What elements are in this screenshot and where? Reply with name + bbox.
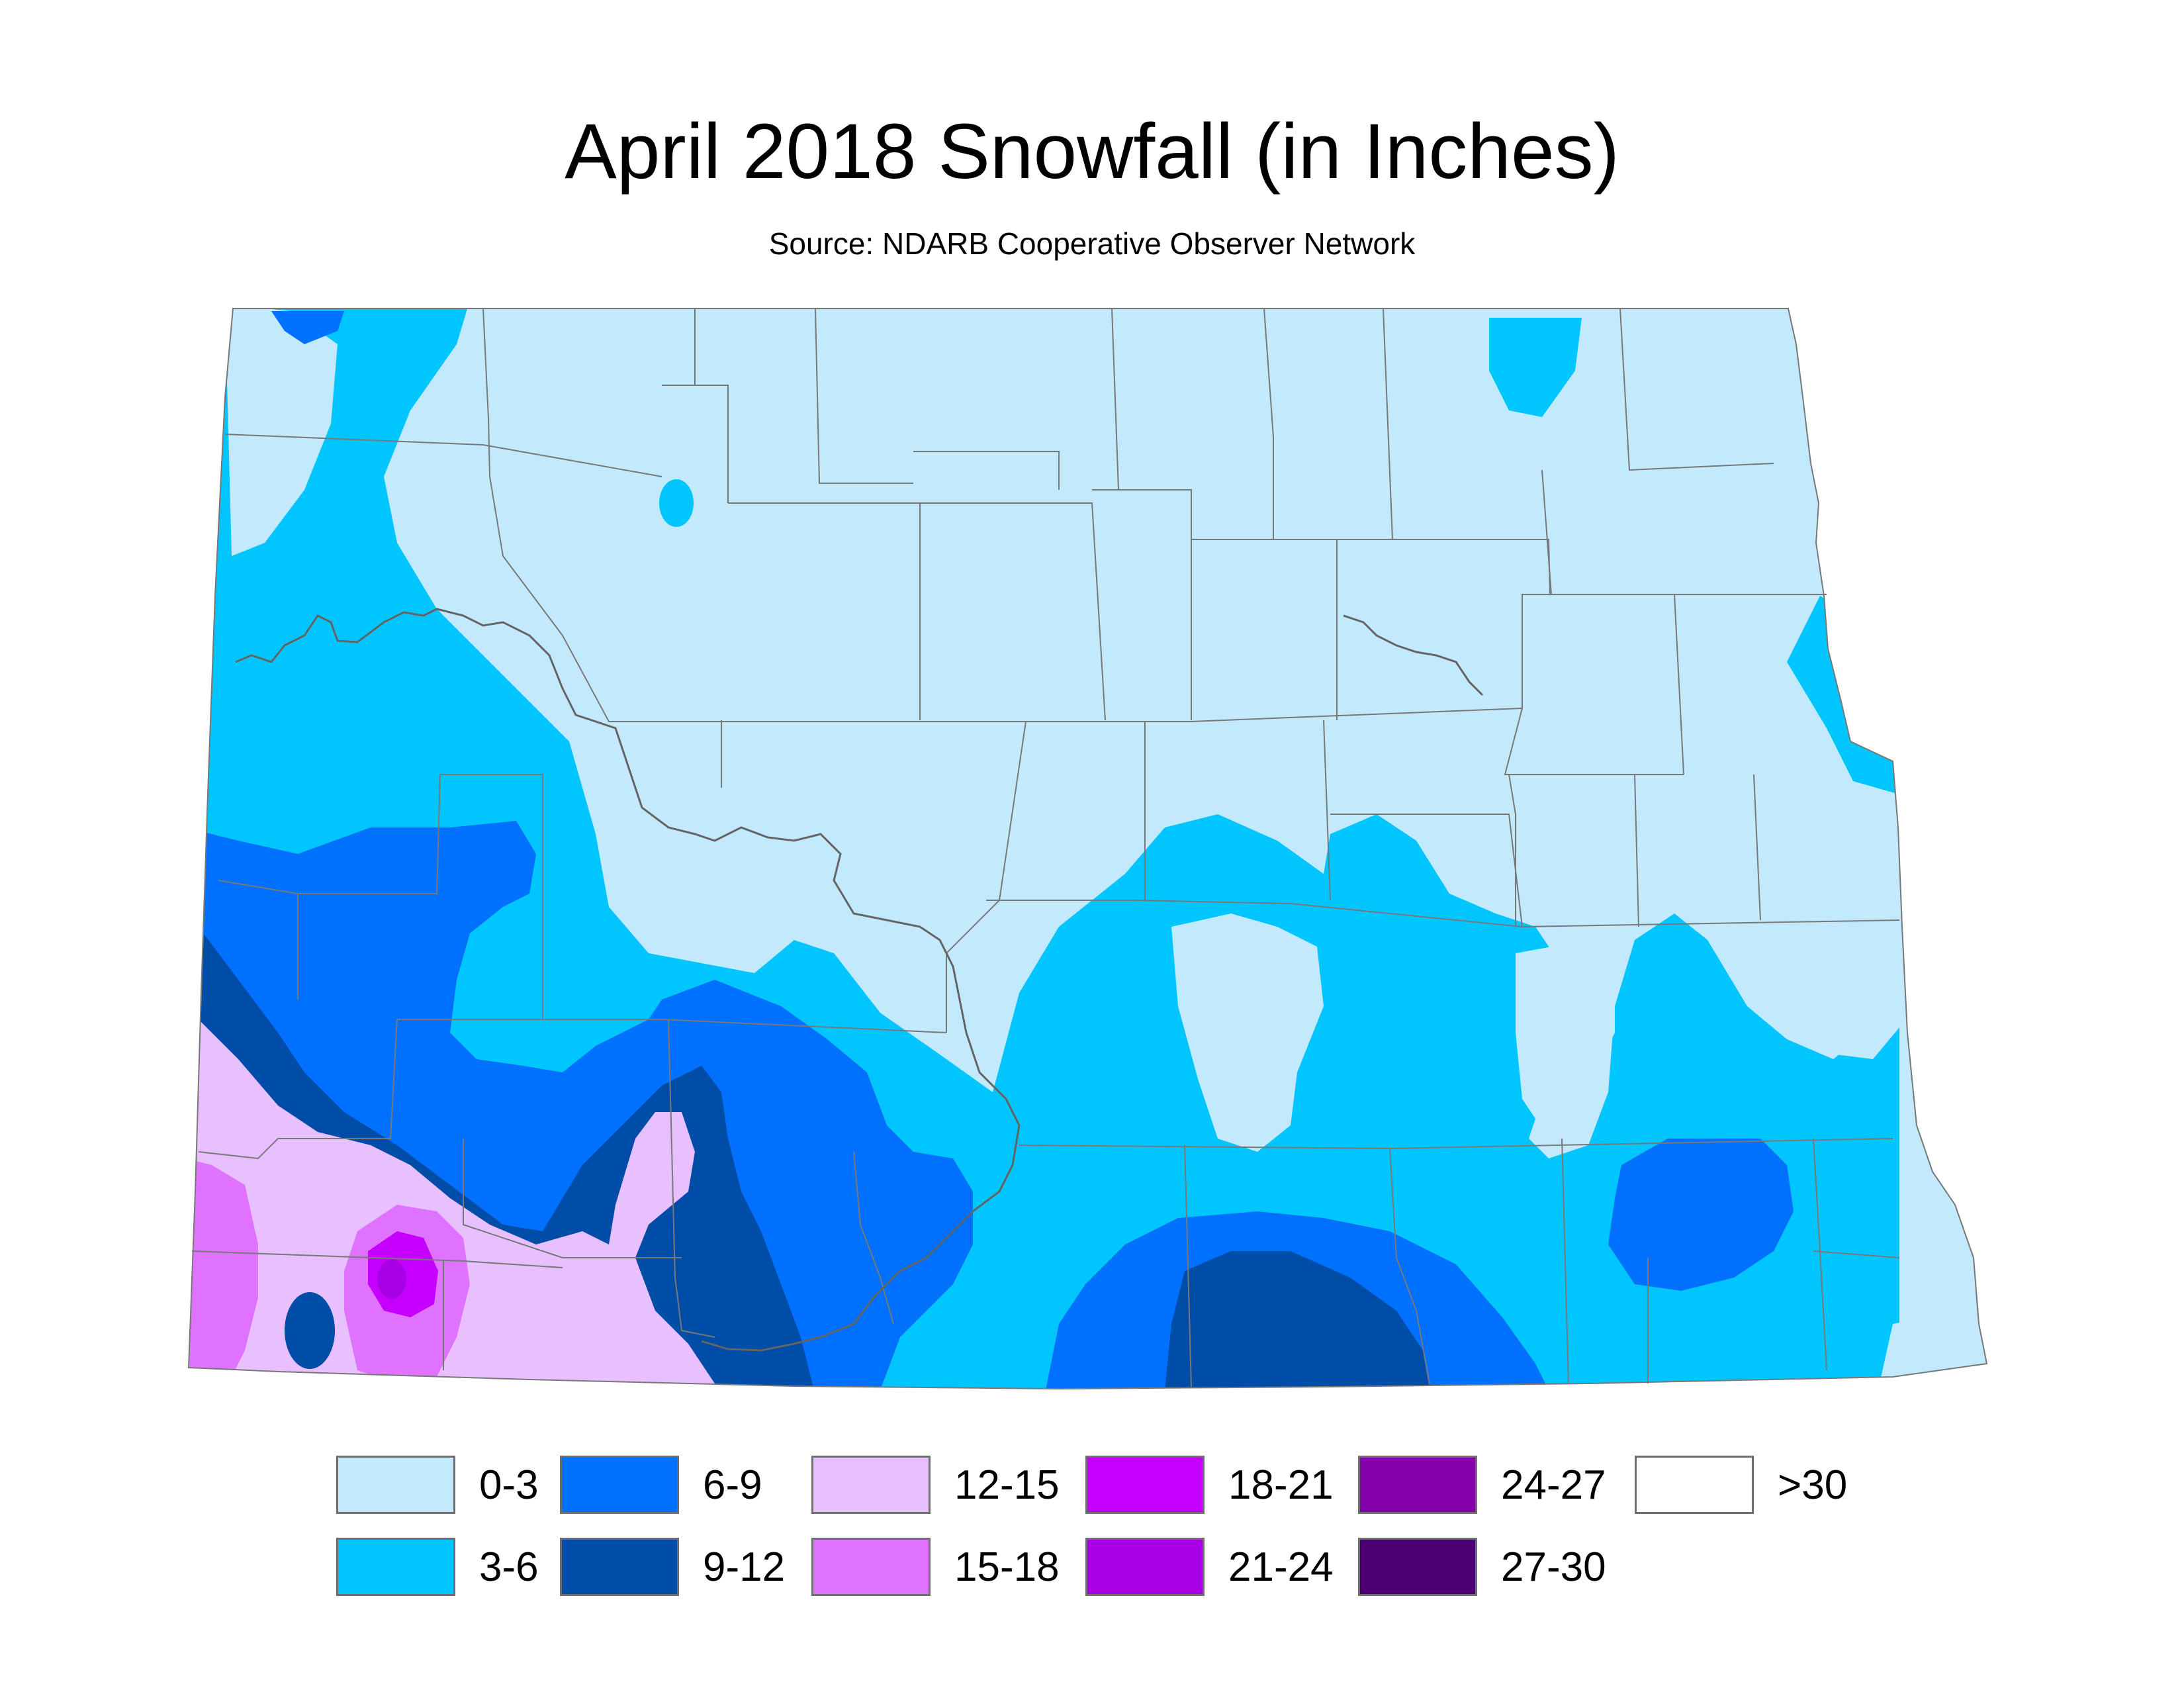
river-lines: [235, 608, 1484, 1352]
county-boundaries: [187, 308, 1988, 1390]
map-subtitle: Source: NDARB Cooperative Observer Netwo…: [768, 226, 1416, 261]
map-title: April 2018 Snowfall (in Inches): [565, 108, 1619, 195]
